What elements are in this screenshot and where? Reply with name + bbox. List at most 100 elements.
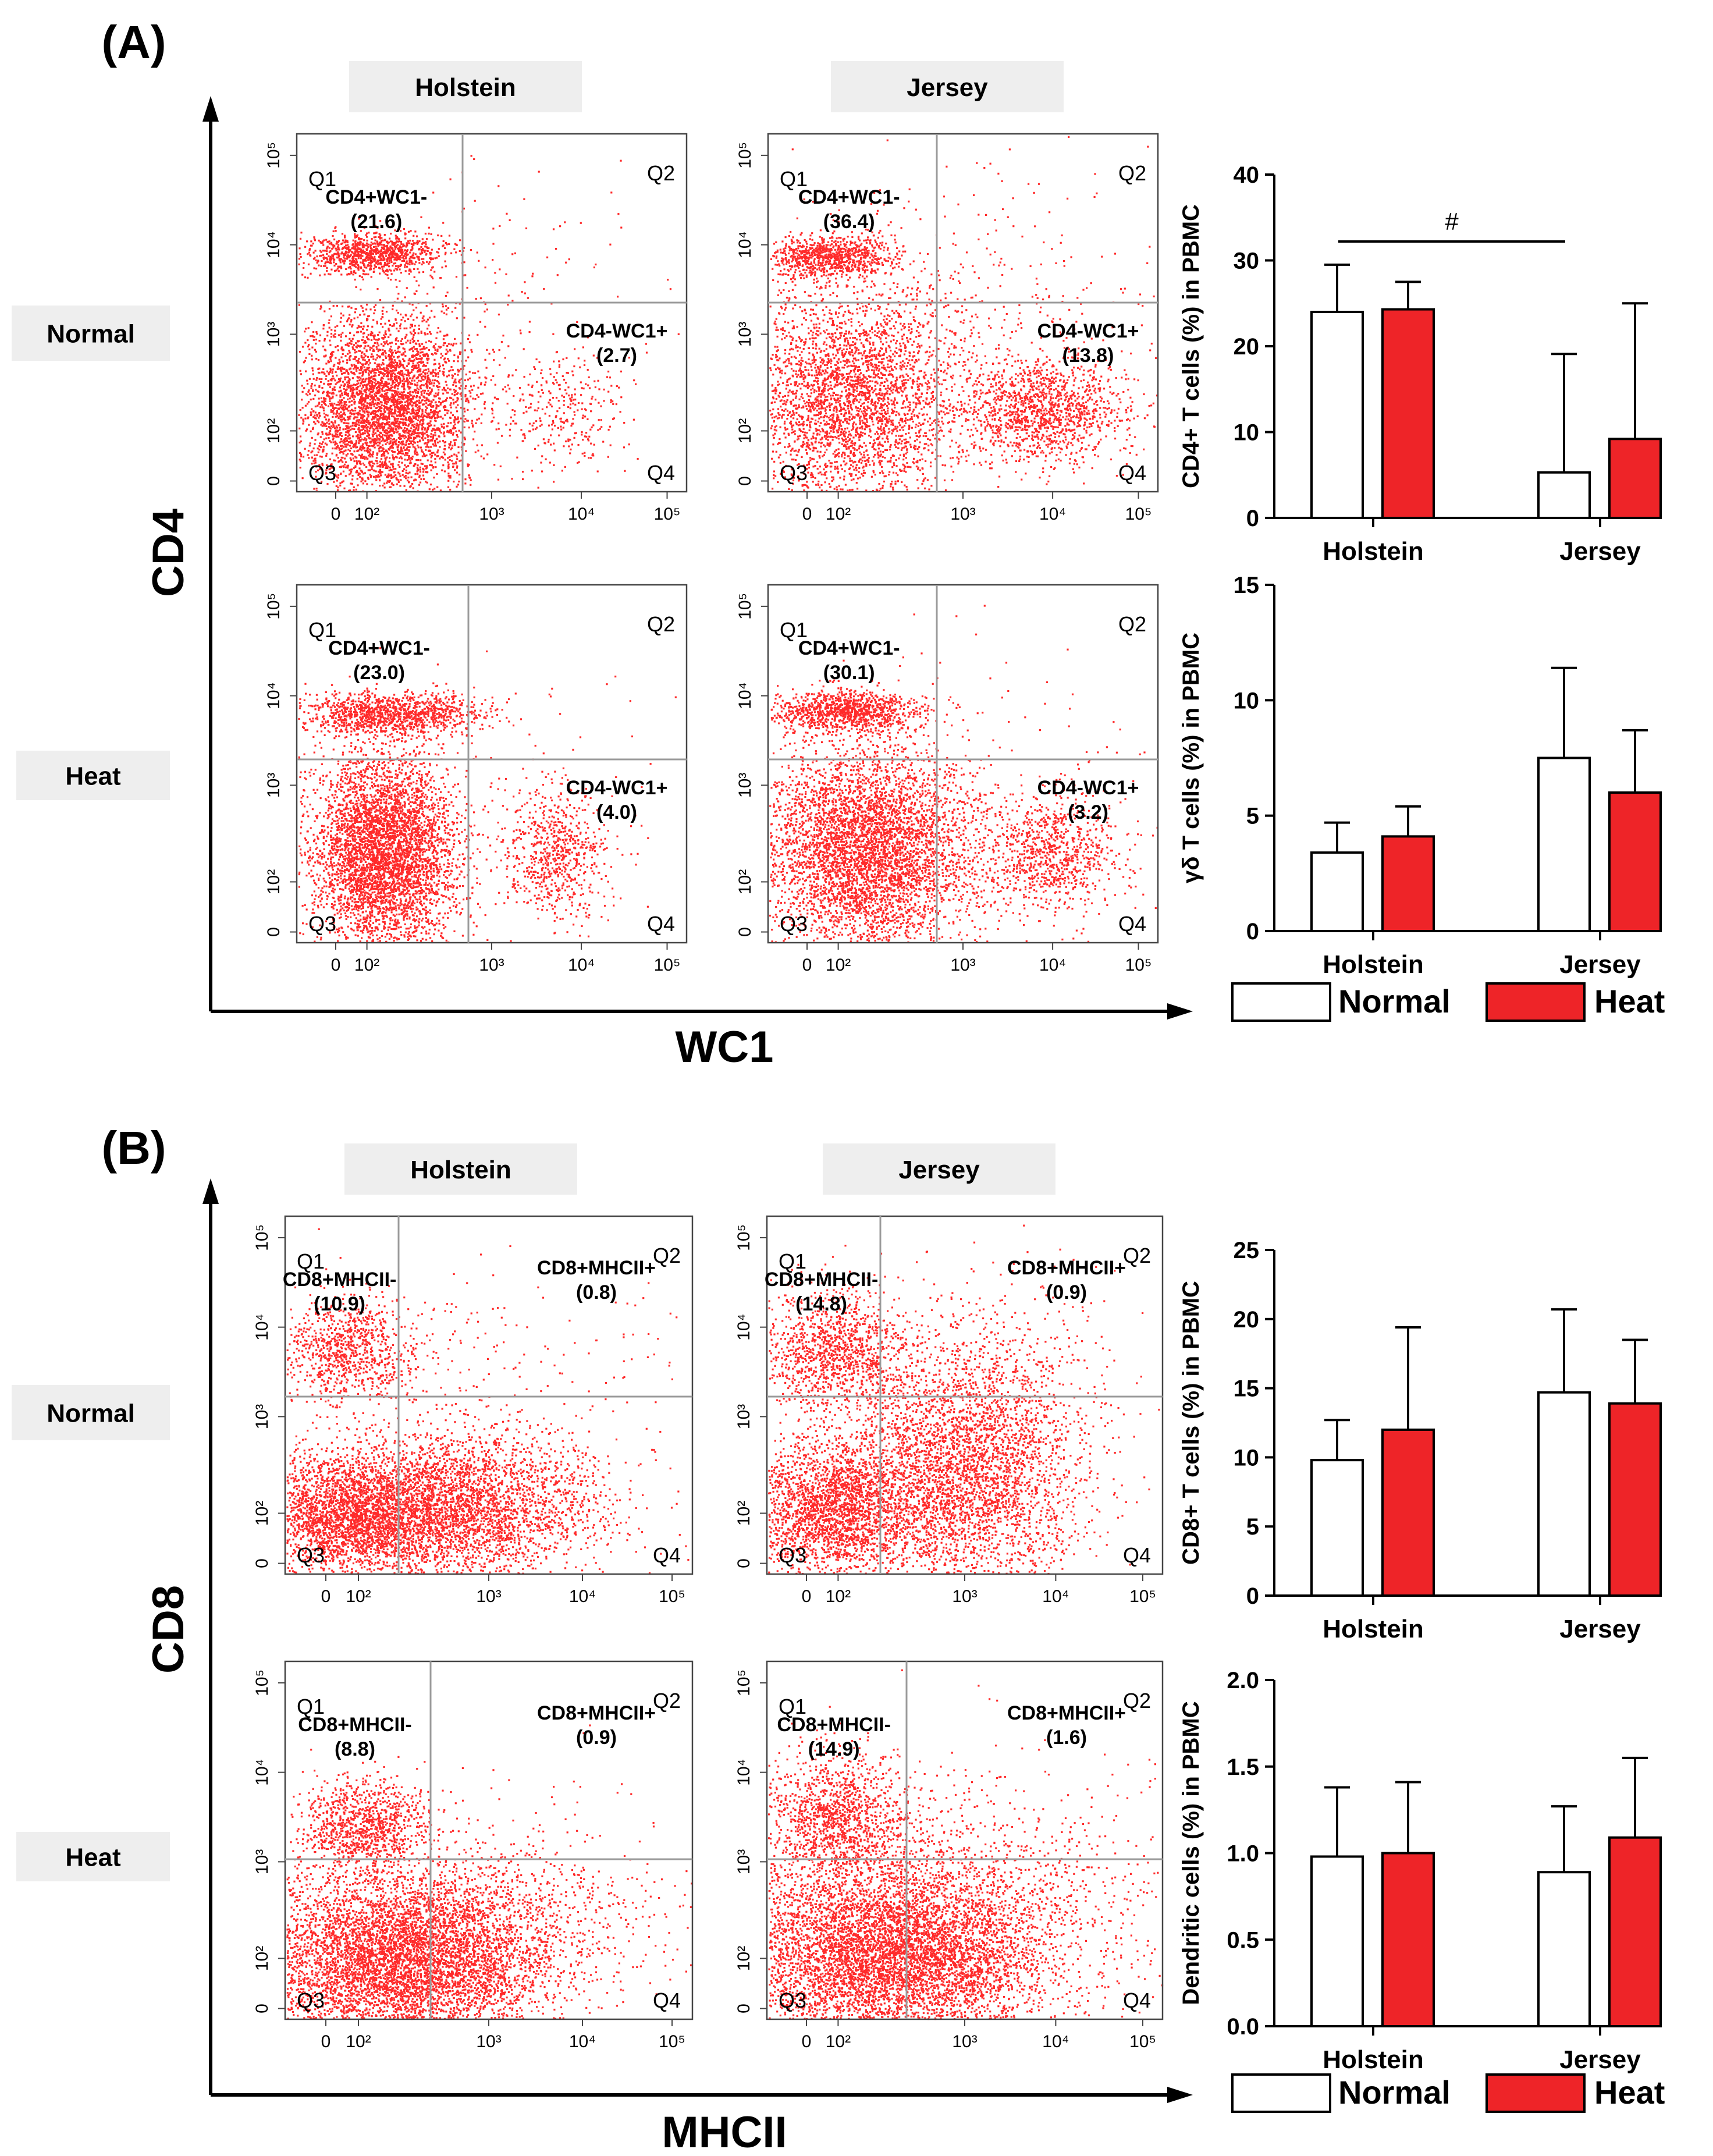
flow-x-tick-label: 10⁴	[569, 1587, 596, 1606]
flow-y-tick-label: 10⁴	[264, 683, 283, 709]
flow-y-tick-label: 10⁵	[264, 593, 283, 620]
flow-x-tick-label: 0	[321, 2032, 331, 2051]
flow-y-tick-label: 10⁴	[734, 1314, 754, 1341]
legend-heat-label: Heat	[1594, 983, 1665, 1020]
bar-y-tick-label: 40	[1234, 162, 1260, 188]
flow-y-tick-label: 10²	[253, 1946, 272, 1971]
bar-y-tick-label: 0.0	[1227, 2014, 1259, 2040]
quadrant-q3: Q3	[297, 1988, 325, 2012]
flow-y-tick-label: 10⁵	[264, 142, 283, 169]
quadrant-q2: Q2	[1118, 161, 1146, 185]
flow-x-tick-label: 10³	[476, 2032, 501, 2051]
x-axis-label-mhcii: MHCII	[662, 2108, 787, 2156]
bar-category-label: Jersey	[1559, 2045, 1641, 2074]
flow-y-tick-label: 10³	[734, 1404, 754, 1429]
flow-y-tick-label: 10³	[264, 773, 283, 798]
population-q1-value: (8.8)	[335, 1738, 375, 1760]
row-label-normal: Normal	[47, 1400, 135, 1428]
legend-normal-label: Normal	[1338, 983, 1451, 1020]
population-q1-value: (14.8)	[795, 1293, 847, 1315]
flow-y-tick-label: 10²	[735, 869, 755, 894]
column-label-holstein: Holstein	[410, 1156, 511, 1184]
population-q1-value: (14.9)	[808, 1738, 860, 1760]
bar-heat	[1609, 439, 1661, 518]
population-q1-value: (23.0)	[353, 662, 405, 684]
bar-y-tick-label: 10	[1234, 1445, 1260, 1471]
population-q2-value: (1.6)	[1046, 1727, 1087, 1749]
bar-category-label: Holstein	[1323, 2045, 1424, 2074]
bar-category-label: Jersey	[1559, 1615, 1641, 1643]
bar-heat	[1383, 1853, 1434, 2027]
population-q4-name: CD4-WC1+	[1037, 777, 1139, 799]
bar-normal	[1538, 473, 1590, 518]
bar-y-tick-label: 15	[1234, 573, 1260, 598]
flow-x-tick-label: 0	[802, 1587, 812, 1606]
bar-y-tick-label: 10	[1234, 420, 1260, 446]
bar-y-tick-label: 2.0	[1227, 1668, 1259, 1693]
quadrant-q2: Q2	[1123, 1689, 1151, 1713]
flow-y-tick-label: 10⁵	[253, 1224, 272, 1251]
quadrant-q2: Q2	[647, 161, 675, 185]
flow-y-tick-label: 10⁴	[735, 683, 755, 709]
quadrant-q3: Q3	[308, 461, 336, 485]
population-q4-name: CD4-WC1+	[1037, 320, 1139, 342]
flow-x-tick-label: 10⁴	[568, 505, 595, 524]
flow-x-tick-label: 10⁵	[659, 1587, 685, 1606]
bar-y-tick-label: 15	[1234, 1376, 1260, 1402]
population-q1-value: (36.4)	[823, 211, 875, 233]
flow-y-tick-label: 0	[264, 927, 283, 937]
bar-heat	[1383, 310, 1434, 518]
bar-y-tick-label: 10	[1234, 688, 1260, 713]
bar-normal	[1538, 1393, 1590, 1596]
bar-normal	[1312, 1856, 1363, 2026]
flow-x-tick-label: 10³	[479, 956, 504, 975]
axis-arrowhead-up	[202, 1178, 219, 1204]
bar-normal	[1312, 853, 1363, 931]
flow-y-tick-label: 0	[735, 927, 755, 937]
flow-y-tick-label: 10³	[735, 773, 755, 798]
flow-x-tick-label: 10⁴	[1042, 2032, 1069, 2051]
flow-y-tick-label: 10²	[264, 869, 283, 894]
population-q1-name: CD4+WC1-	[798, 637, 900, 659]
quadrant-q4: Q4	[647, 912, 675, 936]
bar-heat	[1383, 1430, 1434, 1596]
flow-dots	[286, 1724, 692, 2020]
flow-x-tick-label: 10²	[826, 1587, 851, 1606]
quadrant-q2: Q2	[1123, 1244, 1151, 1267]
column-label-holstein: Holstein	[415, 73, 516, 102]
quadrant-q4: Q4	[1118, 461, 1146, 485]
population-q2-name: CD8+MHCII+	[1007, 1702, 1126, 1724]
population-q1-name: CD4+WC1-	[328, 637, 430, 659]
quadrant-q2: Q2	[653, 1689, 681, 1713]
significance-marker: #	[1445, 208, 1459, 235]
legend: Normal Heat	[1232, 2074, 1665, 2112]
population-q1-name: CD8+MHCII-	[777, 1714, 891, 1736]
quadrant-q4: Q4	[653, 1988, 681, 2012]
bar-category-label: Holstein	[1323, 950, 1424, 979]
flow-x-tick-label: 10²	[354, 956, 379, 975]
quadrant-q3: Q3	[297, 1543, 325, 1567]
population-q4-name: CD4-WC1+	[566, 320, 668, 342]
legend-heat-swatch	[1487, 2075, 1584, 2112]
quadrant-q4: Q4	[653, 1543, 681, 1567]
population-q2-name: CD8+MHCII+	[537, 1257, 656, 1279]
flow-y-tick-label: 10⁵	[253, 1670, 272, 1696]
flow-x-tick-label: 0	[331, 505, 341, 524]
legend-normal-swatch	[1232, 983, 1330, 1021]
flow-x-tick-label: 10⁵	[1125, 505, 1152, 524]
bar-normal	[1312, 1460, 1363, 1596]
population-q1-name: CD8+MHCII-	[283, 1269, 397, 1291]
quadrant-q2: Q2	[647, 612, 675, 636]
bar-category-label: Jersey	[1559, 950, 1641, 979]
bar-y-tick-label: 0	[1246, 919, 1259, 944]
flow-x-tick-label: 10³	[950, 505, 975, 524]
flow-x-tick-label: 10⁵	[654, 956, 681, 975]
flow-x-tick-label: 10³	[952, 2032, 977, 2051]
flow-x-tick-label: 0	[331, 956, 341, 975]
y-axis-label-cd8: CD8	[144, 1585, 193, 1674]
flow-x-tick-label: 10⁴	[1039, 505, 1066, 524]
population-q2-name: CD8+MHCII+	[537, 1702, 656, 1724]
